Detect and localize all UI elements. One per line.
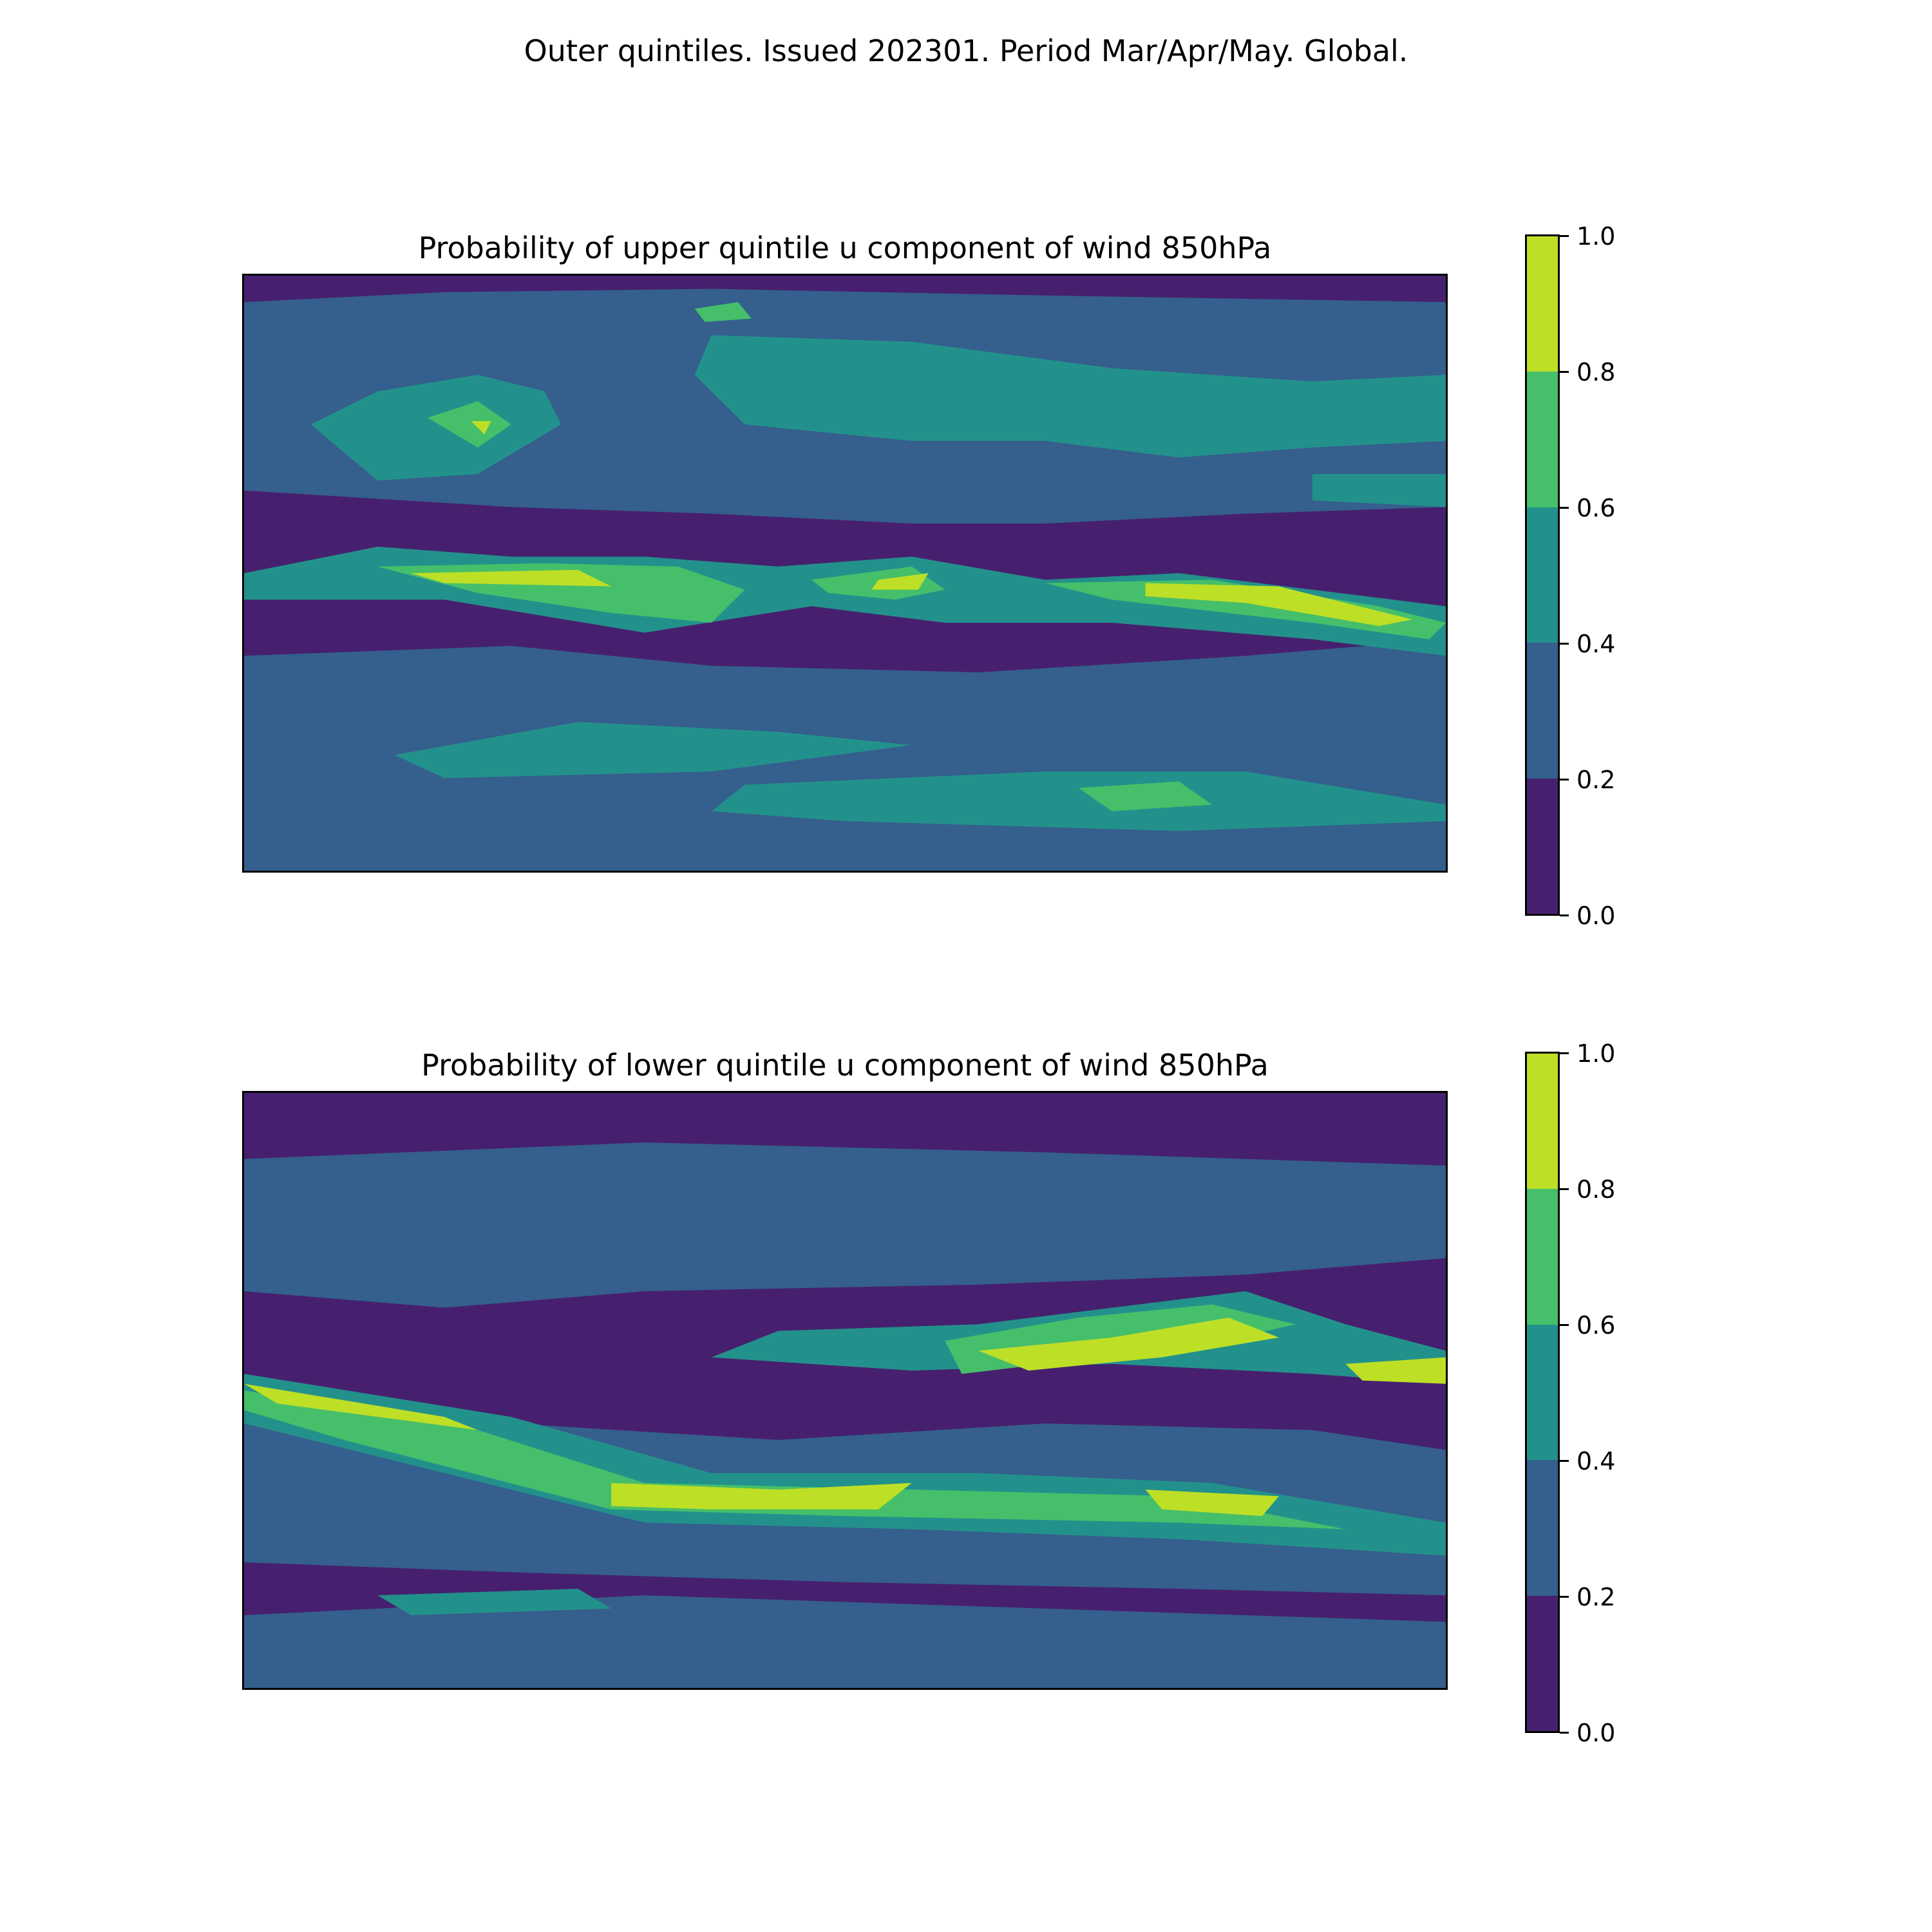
colorbar-tick — [1560, 371, 1569, 373]
upper-quintile-map-canvas — [244, 276, 1446, 871]
colorbar-tick — [1560, 1188, 1569, 1190]
colorbar-band-0 — [1527, 778, 1558, 914]
colorbar-band-1 — [1527, 643, 1558, 779]
colorbar-tick-label: 0.6 — [1577, 1311, 1616, 1340]
contour-antarctic-patch — [1078, 781, 1213, 811]
contour-east-pacific-peak — [411, 569, 612, 587]
colorbar-tick-label: 0.4 — [1577, 1447, 1616, 1475]
contour-north-america — [310, 375, 562, 481]
contour-antarctic-band-east — [711, 772, 1446, 831]
colorbar-tick — [1560, 507, 1569, 509]
colorbar-band-3 — [1527, 372, 1558, 507]
panel-lower-title: Probability of lower quintile u componen… — [421, 1048, 1269, 1083]
upper-colorbar — [1525, 234, 1560, 916]
lower-quintile-map-canvas — [244, 1093, 1446, 1688]
colorbar-tick-label: 0.0 — [1577, 1719, 1616, 1747]
figure-suptitle: Outer quintiles. Issued 202301. Period M… — [524, 33, 1408, 68]
colorbar-band-4 — [1527, 1053, 1558, 1189]
contour-south-atlantic-peak — [611, 1482, 912, 1510]
colorbar-tick — [1560, 1596, 1569, 1598]
contour-greenland-patch — [694, 302, 752, 322]
contour-africa-peak — [871, 573, 929, 590]
lower-colorbar — [1525, 1052, 1560, 1733]
colorbar-tick-label: 1.0 — [1577, 1039, 1616, 1068]
contour-north-america-core — [428, 401, 511, 448]
contour-antarctic-patch — [377, 1589, 612, 1616]
contour-west-pacific-peak — [1345, 1357, 1446, 1384]
colorbar-tick — [1560, 1460, 1569, 1462]
contour-southern-westerlies-core — [244, 1390, 1346, 1530]
colorbar-tick — [1560, 1052, 1569, 1054]
panel-upper-title: Probability of upper quintile u componen… — [418, 231, 1272, 265]
contour-antarctic-band — [244, 1595, 1446, 1688]
contour-north-pacific — [1312, 474, 1446, 507]
colorbar-tick-label: 0.8 — [1577, 358, 1616, 386]
colorbar-band-2 — [1527, 507, 1558, 643]
colorbar-tick — [1560, 914, 1569, 916]
contour-north-atlantic-eurasia — [694, 335, 1446, 458]
colorbar-band-2 — [1527, 1324, 1558, 1461]
contour-south-atlantic-band — [394, 722, 912, 779]
contour-north-america-peak — [471, 421, 491, 435]
colorbar-band-4 — [1527, 236, 1558, 372]
contour-monsoon-peak — [978, 1318, 1279, 1371]
upper-quintile-map[interactable] — [242, 274, 1448, 873]
contour-northern-band — [244, 1142, 1446, 1308]
lower-quintile-map[interactable] — [242, 1091, 1448, 1690]
contour-indian-ocean-peak — [1145, 1490, 1279, 1517]
colorbar-tick-label: 0.2 — [1577, 1583, 1616, 1611]
contour-south-pacific-peak — [244, 1383, 478, 1430]
colorbar-tick-label: 0.8 — [1577, 1175, 1616, 1204]
colorbar-band-1 — [1527, 1460, 1558, 1596]
colorbar-tick-label: 1.0 — [1577, 222, 1616, 251]
colorbar-tick-label: 0.6 — [1577, 494, 1616, 522]
colorbar-band-3 — [1527, 1189, 1558, 1325]
colorbar-band-0 — [1527, 1595, 1558, 1731]
colorbar-tick — [1560, 1732, 1569, 1734]
colorbar-tick-label: 0.4 — [1577, 630, 1616, 658]
colorbar-tick-label: 0.0 — [1577, 902, 1616, 930]
colorbar-tick — [1560, 1324, 1569, 1326]
colorbar-tick — [1560, 643, 1569, 645]
contour-maritime-continent-peak — [1145, 583, 1413, 627]
colorbar-tick — [1560, 779, 1569, 781]
colorbar-tick — [1560, 235, 1569, 237]
colorbar-tick-label: 0.2 — [1577, 766, 1616, 794]
